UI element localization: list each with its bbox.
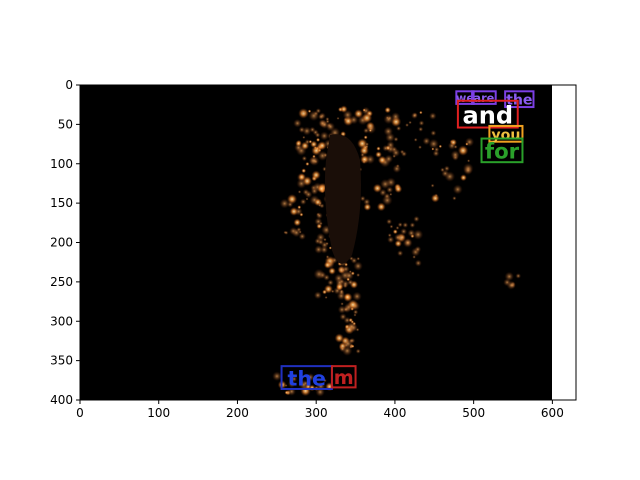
word-bounding-box <box>471 90 497 105</box>
y-tick-label: 0 <box>65 78 73 92</box>
x-tick-label: 600 <box>541 406 564 420</box>
word-bounding-box <box>480 137 524 164</box>
x-tick-label: 0 <box>76 406 84 420</box>
x-tick-label: 200 <box>226 406 249 420</box>
y-tick-label: 150 <box>50 196 73 210</box>
y-tick-label: 50 <box>58 117 73 131</box>
word-annotation: for <box>480 137 524 165</box>
word-text: m <box>334 366 354 389</box>
word-bounding-box <box>456 99 519 129</box>
y-tick-label: 100 <box>50 157 73 171</box>
word-text: the <box>506 93 532 109</box>
x-axis: 0 100 200 300 400 500 600 <box>76 400 564 420</box>
word-bounding-box <box>488 124 524 143</box>
word-text: for <box>485 140 520 165</box>
y-tick-label: 400 <box>50 393 73 407</box>
word-text: and <box>463 102 514 130</box>
x-tick-label: 300 <box>305 406 328 420</box>
word-annotation: and <box>456 99 519 130</box>
y-axis: 0 50 100 150 200 250 300 350 400 <box>50 78 80 407</box>
y-tick-label: 300 <box>50 314 73 328</box>
word-bounding-box <box>330 365 357 389</box>
word-bounding-box <box>504 90 535 109</box>
word-text: the <box>288 367 326 391</box>
y-tick-label: 200 <box>50 236 73 250</box>
night-city-image <box>80 85 552 400</box>
x-tick-label: 100 <box>147 406 170 420</box>
x-tick-label: 400 <box>383 406 406 420</box>
word-annotation: the <box>504 90 535 109</box>
y-tick-label: 350 <box>50 354 73 368</box>
word-bounding-box <box>455 90 475 105</box>
y-tick-label: 250 <box>50 275 73 289</box>
word-annotation: the <box>280 365 333 391</box>
word-annotation: m <box>330 365 357 389</box>
x-tick-label: 500 <box>462 406 485 420</box>
